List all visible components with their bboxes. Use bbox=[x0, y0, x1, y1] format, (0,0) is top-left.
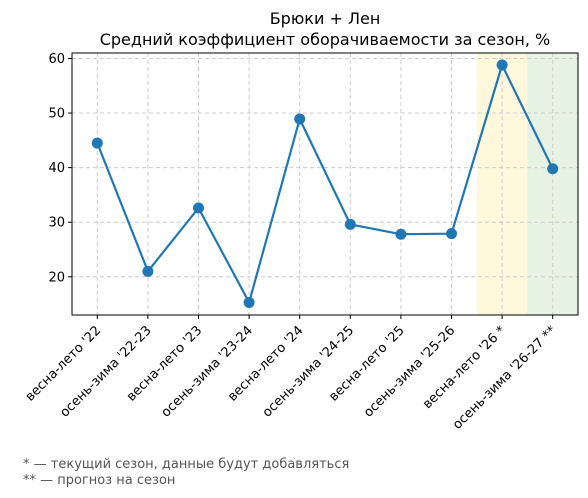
data-point bbox=[496, 59, 508, 71]
grid bbox=[72, 53, 578, 315]
y-axis: 20 30 40 50 60 bbox=[48, 52, 72, 285]
y-tick-label: 20 bbox=[48, 270, 65, 285]
data-point bbox=[142, 265, 154, 277]
y-tick-label: 50 bbox=[48, 107, 65, 122]
footnote-current-season: * — текущий сезон, данные будут добавлят… bbox=[23, 457, 350, 472]
plot-area-frame bbox=[71, 52, 579, 316]
y-tick-label: 40 bbox=[48, 161, 65, 176]
data-point bbox=[193, 202, 204, 214]
series-line bbox=[96, 63, 554, 304]
data-point bbox=[243, 296, 255, 308]
chart-title: Брюки + Лен bbox=[270, 9, 381, 28]
x-tick-label: осень-зима '24-25 bbox=[260, 323, 357, 420]
data-point bbox=[446, 228, 457, 240]
data-point bbox=[294, 113, 306, 125]
y-tick-label: 60 bbox=[48, 52, 65, 67]
x-tick-label: осень-зима '26-27 ** bbox=[450, 323, 560, 433]
data-point bbox=[547, 163, 559, 175]
chart-subtitle: Средний коэффициент оборачиваемости за с… bbox=[100, 30, 551, 49]
data-point bbox=[395, 228, 407, 240]
highlight-band-1 bbox=[476, 53, 528, 315]
data-point bbox=[91, 137, 103, 149]
highlight-band-2 bbox=[527, 53, 578, 315]
x-tick-label: осень-зима '23-24 bbox=[159, 323, 256, 420]
x-tick-label: осень-зима '22-23 bbox=[57, 323, 154, 420]
y-tick-label: 30 bbox=[48, 216, 65, 231]
footnote-forecast: ** — прогноз на сезон bbox=[23, 473, 176, 488]
highlight-bands bbox=[476, 53, 578, 315]
x-tick-label: осень-зима '25-26 bbox=[361, 323, 458, 420]
data-point bbox=[344, 218, 356, 230]
series bbox=[91, 59, 559, 308]
